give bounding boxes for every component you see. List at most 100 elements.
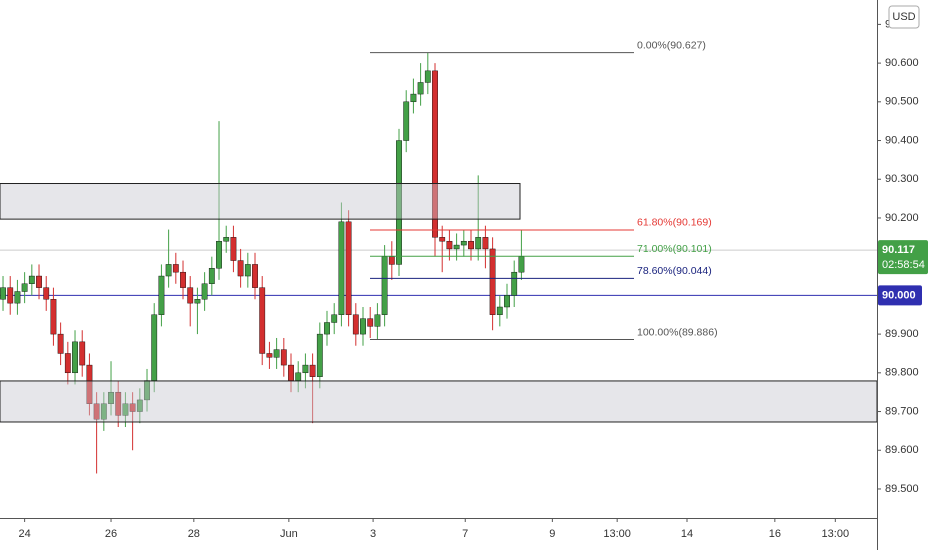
candle-body xyxy=(129,403,136,412)
candle-body xyxy=(316,333,323,377)
zone xyxy=(0,380,878,423)
candle-body xyxy=(439,237,446,242)
candle-body xyxy=(496,306,503,315)
candle-body xyxy=(460,240,467,246)
x-tick-label: 9 xyxy=(549,528,555,540)
fib-label: 100.00%(89.886) xyxy=(637,326,718,338)
y-tick-label: 90.600 xyxy=(885,57,919,69)
y-tick-label: 90.500 xyxy=(885,96,919,108)
candle-body xyxy=(201,283,208,300)
candle-body xyxy=(352,314,359,335)
candle-body xyxy=(482,237,489,250)
candle-body xyxy=(475,237,482,250)
candle-body xyxy=(266,353,273,358)
candle-body xyxy=(223,237,230,242)
candle-body xyxy=(396,140,402,265)
x-tick-label: Jun xyxy=(280,528,298,540)
candle-body xyxy=(64,353,71,374)
candle-body xyxy=(252,264,258,288)
candle-body xyxy=(302,364,309,374)
candle-body xyxy=(36,275,42,288)
plot: 0.00%(90.627) 61.80%(90.169) 71.00%(90.101… xyxy=(0,39,878,474)
candle-body xyxy=(388,256,395,265)
candle-body xyxy=(511,271,518,296)
fib-label: 0.00%(90.627) xyxy=(637,39,706,51)
candle-body xyxy=(165,264,172,277)
candle-body xyxy=(14,291,21,304)
candle-body xyxy=(432,70,438,238)
candle-body xyxy=(489,248,496,315)
candle-body xyxy=(410,93,417,103)
candle-body xyxy=(295,372,302,381)
candle-body xyxy=(21,283,28,292)
candle-body xyxy=(86,364,93,404)
candle-body xyxy=(7,287,14,304)
candle-body xyxy=(72,341,78,374)
x-tick-label: 7 xyxy=(462,528,468,540)
x-tick-label: 26 xyxy=(105,528,117,540)
candle-body xyxy=(158,275,165,315)
x-tick-label: 13:00 xyxy=(603,528,631,540)
y-tick-label: 89.500 xyxy=(885,483,919,495)
x-tick-label: 3 xyxy=(370,528,376,540)
candle-body xyxy=(93,403,100,420)
candle-body xyxy=(338,221,345,315)
y-tick-label: 89.800 xyxy=(885,367,919,379)
candle-body xyxy=(237,260,244,277)
candle-body xyxy=(28,275,35,284)
candle-body xyxy=(151,314,158,381)
candle-body xyxy=(424,70,431,83)
candle-body xyxy=(403,101,410,141)
candle-body xyxy=(259,287,266,354)
candle-body xyxy=(446,240,453,250)
candle-body xyxy=(187,287,194,304)
candle-body xyxy=(381,256,388,315)
candle-body xyxy=(345,221,352,315)
fib-label: 78.60%(90.044) xyxy=(637,265,712,277)
candle-body xyxy=(172,264,179,273)
candle-body xyxy=(360,318,366,335)
x-tick-label: 16 xyxy=(769,528,781,540)
candle-body xyxy=(100,403,107,420)
x-tick-label: 28 xyxy=(188,528,200,540)
y-tick-label: 89.600 xyxy=(885,444,919,456)
candle-body xyxy=(504,295,510,308)
candle-body xyxy=(374,314,381,327)
alert-price-box xyxy=(878,285,922,306)
candle-body xyxy=(108,391,114,404)
fib-label: 61.80%(90.169) xyxy=(637,217,712,229)
candle-body xyxy=(43,287,50,300)
candle-body xyxy=(324,322,330,335)
candle-body xyxy=(50,299,57,335)
y-tick-label: 89.900 xyxy=(885,328,919,340)
candle-body xyxy=(273,349,280,358)
candle-body xyxy=(57,333,64,354)
countdown-label: 02:58:54 xyxy=(882,259,925,271)
y-tick-label: 90.200 xyxy=(885,212,919,224)
x-tick-label: 13:00 xyxy=(822,528,850,540)
candle-body xyxy=(309,364,316,377)
candle-body xyxy=(453,244,460,250)
candle-body xyxy=(230,237,237,261)
y-tick-label: 90.400 xyxy=(885,134,919,146)
y-tick-label: 90.300 xyxy=(885,173,919,185)
last-price-box xyxy=(878,240,928,275)
candle-body xyxy=(417,82,424,95)
candle-body xyxy=(115,391,122,416)
candle-body xyxy=(79,341,86,366)
candle-body xyxy=(0,287,6,300)
candle-body xyxy=(194,299,201,304)
candle-body xyxy=(136,399,143,412)
candle-body xyxy=(122,403,129,416)
last-price-label: 90.117 xyxy=(882,244,915,256)
candle-body xyxy=(468,240,474,250)
candle-body xyxy=(280,349,287,366)
candle-body xyxy=(288,364,294,381)
candle-body xyxy=(367,318,374,327)
candle-body xyxy=(244,264,251,277)
fib-label: 71.00%(90.101) xyxy=(637,243,712,255)
currency-box xyxy=(888,5,920,29)
candle-body xyxy=(331,314,338,323)
